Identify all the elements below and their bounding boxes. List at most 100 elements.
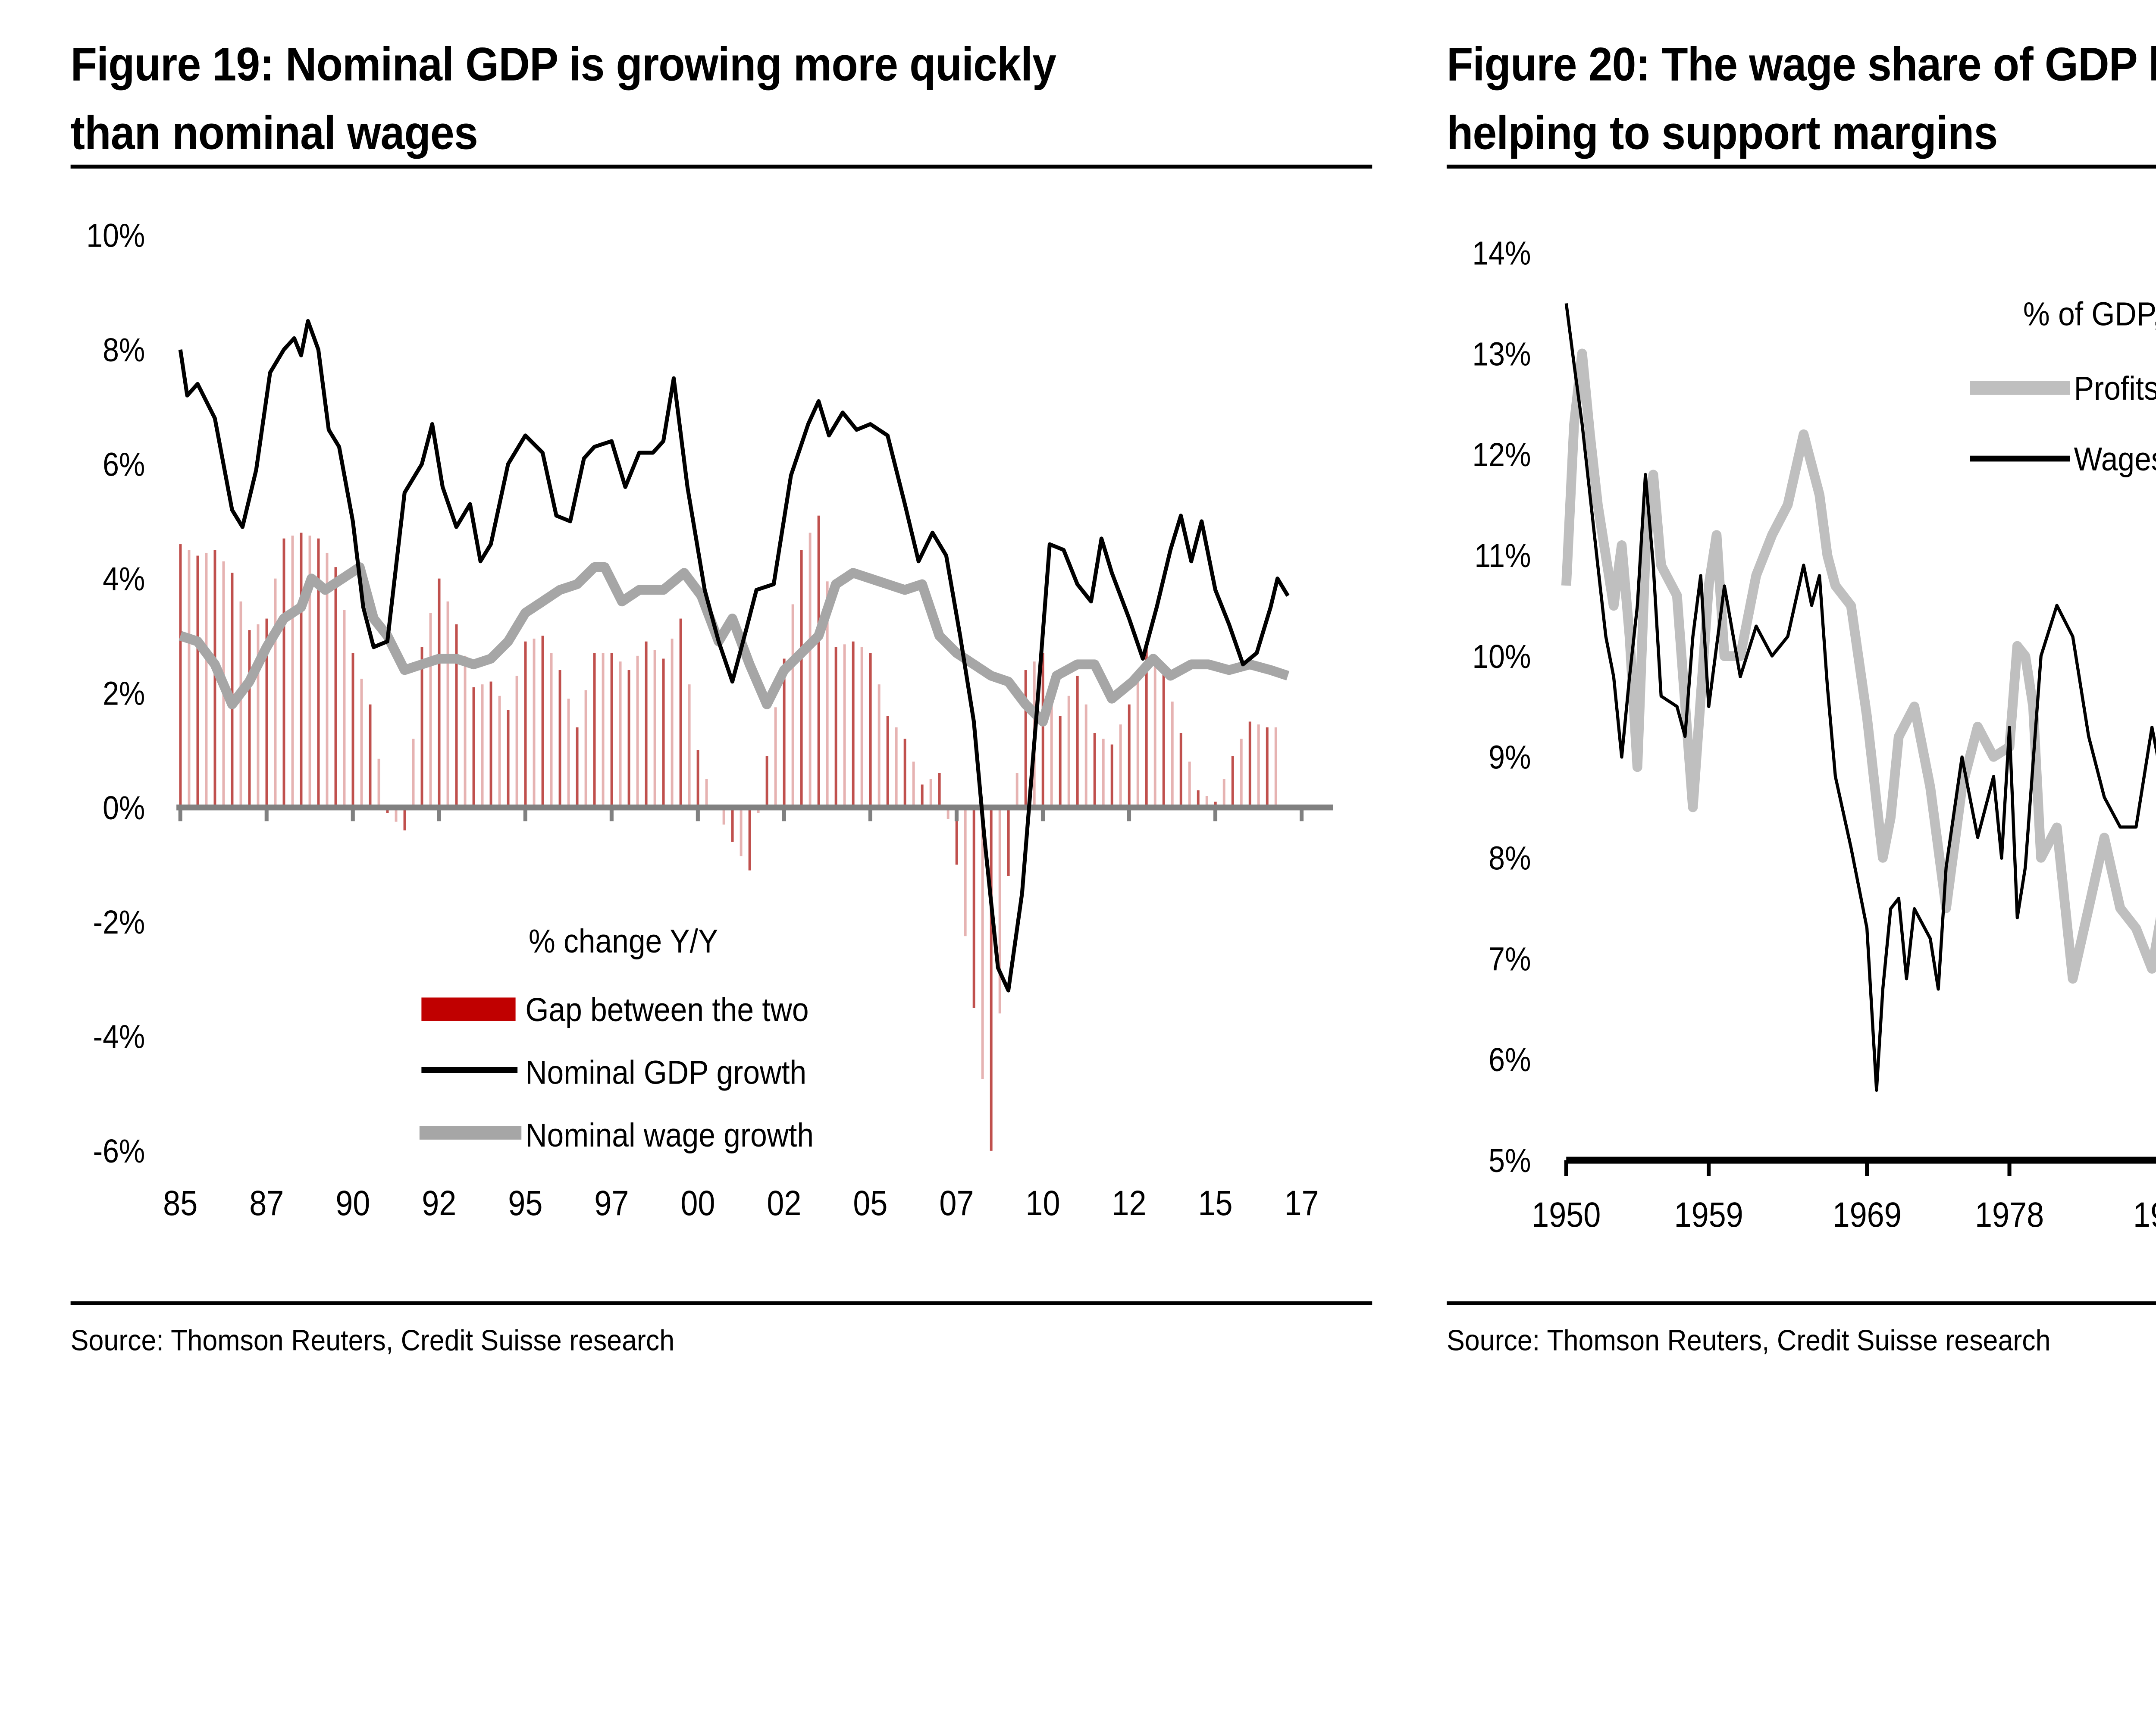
gap-bar xyxy=(843,644,846,808)
x-tick-label: 05 xyxy=(853,1184,887,1223)
gap-bar xyxy=(239,601,242,808)
gap-bar xyxy=(1041,653,1044,808)
gap-bar xyxy=(1067,696,1070,808)
nominal-gdp-growth-line xyxy=(178,319,1290,993)
gap-bar xyxy=(877,684,881,808)
gap-bar xyxy=(972,807,975,1008)
gap-bar xyxy=(610,653,613,808)
gap-bar xyxy=(800,550,803,808)
x-tick-label: 95 xyxy=(508,1184,542,1223)
gap-bar xyxy=(1110,744,1113,808)
legend-label-wages: Wages, rhs, inverted xyxy=(2074,440,2156,477)
gap-bar xyxy=(395,807,398,822)
gap-bar xyxy=(938,773,941,808)
gap-bar xyxy=(826,581,829,808)
y-axis-left-labels: 14% 13% 12% 11% 10% 9% 8% 7% 6% 5% xyxy=(1472,235,1531,1179)
gap-bar xyxy=(282,538,285,808)
gap-bar xyxy=(1162,670,1165,808)
gap-bar xyxy=(291,536,294,808)
gap-bar xyxy=(783,658,786,808)
figure-19-title-rule xyxy=(70,164,1373,169)
x-tick-label: 97 xyxy=(594,1184,629,1223)
gap-bar xyxy=(420,647,423,808)
y-left-tick-label: 8% xyxy=(1489,840,1531,877)
x-axis xyxy=(176,804,1333,821)
gap-bar xyxy=(1084,704,1087,808)
legend-title: % change Y/Y xyxy=(529,922,718,959)
gap-bar xyxy=(929,779,932,808)
gap-bar xyxy=(524,641,527,808)
gap-bar xyxy=(1231,756,1234,808)
gap-bar xyxy=(964,807,967,937)
gap-bar xyxy=(731,807,734,842)
x-tick-label: 10 xyxy=(1025,1184,1060,1223)
gap-bar xyxy=(1266,727,1269,808)
gap-bar xyxy=(412,739,415,808)
figure-19-title-line2: than nominal wages xyxy=(70,107,478,161)
gap-bar xyxy=(705,779,708,808)
gap-bar xyxy=(671,639,674,808)
x-tick-label: 12 xyxy=(1112,1184,1146,1223)
y-left-tick-label: 12% xyxy=(1472,436,1531,473)
gap-bar xyxy=(533,639,536,808)
figure-20-title-line1: Figure 20: The wage share of GDP has dec… xyxy=(1446,39,2156,92)
gap-bar xyxy=(265,618,268,808)
y-left-tick-label: 14% xyxy=(1472,235,1531,272)
gap-bar xyxy=(860,647,863,808)
figure-19-footer-rule xyxy=(70,1301,1373,1304)
gap-bar xyxy=(817,515,820,808)
y-left-tick-label: 11% xyxy=(1474,537,1531,574)
gap-bar xyxy=(636,655,639,808)
gap-bar xyxy=(903,739,906,808)
gap-bar xyxy=(472,687,475,808)
gap-bar xyxy=(748,807,751,871)
gap-bar xyxy=(403,807,406,830)
gap-bar xyxy=(231,573,234,808)
gap-bar xyxy=(808,533,812,808)
profits-line xyxy=(1561,348,2156,984)
x-tick-label: 07 xyxy=(939,1184,974,1223)
y-left-tick-label: 9% xyxy=(1489,739,1531,776)
gap-bar xyxy=(567,699,570,808)
y-tick-label: 10% xyxy=(86,217,145,254)
gap-bar xyxy=(196,555,199,808)
y-tick-label: -2% xyxy=(93,904,145,941)
gap-bar xyxy=(584,690,587,808)
gap-bar xyxy=(653,650,656,808)
wages-line xyxy=(1564,303,2156,1092)
y-axis-labels: 10% 8% 6% 4% 2% 0% -2% -4% -6% xyxy=(86,217,145,1170)
x-tick-label: 90 xyxy=(335,1184,370,1223)
gap-bar xyxy=(360,678,363,808)
gap-bar xyxy=(498,696,501,808)
gap-bar xyxy=(1076,676,1079,808)
gap-bar xyxy=(1145,641,1148,808)
gap-bar xyxy=(662,658,665,808)
figure-19-title-line1: Figure 19: Nominal GDP is growing more q… xyxy=(70,39,1056,92)
gap-bars xyxy=(179,515,1277,1151)
gap-bar xyxy=(369,704,372,808)
gap-bar xyxy=(1222,779,1225,808)
x-tick-label: 1988 xyxy=(2133,1195,2156,1235)
gap-bar xyxy=(990,807,993,1151)
y-left-tick-label: 10% xyxy=(1472,638,1531,675)
legend-label-gap: Gap between the two xyxy=(525,991,808,1028)
gap-bar xyxy=(1188,761,1191,808)
gap-bar xyxy=(1015,773,1018,808)
gap-bar xyxy=(248,630,251,808)
gap-bar xyxy=(921,784,924,808)
y-tick-label: 6% xyxy=(103,446,145,483)
gap-bar xyxy=(765,756,768,808)
gap-bar xyxy=(515,676,518,808)
gap-bar xyxy=(1171,702,1174,808)
y-left-tick-label: 13% xyxy=(1472,335,1531,373)
y-left-tick-label: 5% xyxy=(1489,1142,1531,1179)
figure-19-title: Figure 19: Nominal GDP is growing more q… xyxy=(71,31,1056,169)
gap-bar xyxy=(852,641,855,808)
gap-bar xyxy=(343,610,346,808)
gap-bar xyxy=(1197,790,1200,808)
x-tick-label: 15 xyxy=(1198,1184,1232,1223)
gap-bar xyxy=(274,578,277,808)
gap-bar xyxy=(507,710,510,808)
gap-bar xyxy=(326,552,329,808)
gap-bar xyxy=(300,533,303,808)
